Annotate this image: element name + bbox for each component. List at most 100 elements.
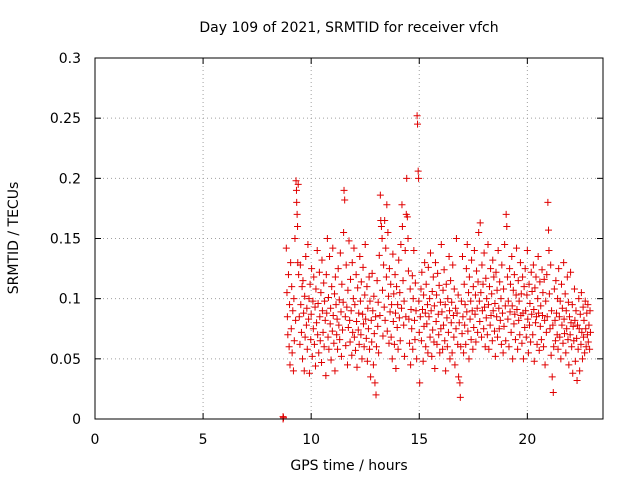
data-point xyxy=(361,291,369,299)
data-point xyxy=(310,340,318,348)
data-point xyxy=(346,316,354,324)
data-point xyxy=(312,285,320,293)
data-point xyxy=(374,322,382,330)
data-point xyxy=(355,340,363,348)
data-point xyxy=(297,301,305,309)
data-point xyxy=(437,241,445,249)
grid xyxy=(95,58,603,419)
data-point xyxy=(460,280,468,288)
data-point xyxy=(382,273,390,281)
data-point xyxy=(390,340,398,348)
data-point xyxy=(370,330,378,338)
data-point xyxy=(284,331,292,339)
data-point xyxy=(541,361,549,369)
data-point xyxy=(326,320,334,328)
data-point xyxy=(464,327,472,335)
data-point xyxy=(361,241,369,249)
data-point xyxy=(527,268,535,276)
data-point xyxy=(550,285,558,293)
data-point xyxy=(511,310,519,318)
data-point xyxy=(347,275,355,283)
data-point xyxy=(386,308,394,316)
data-point xyxy=(470,324,478,332)
data-point xyxy=(283,313,291,321)
data-point xyxy=(376,312,384,320)
data-point xyxy=(364,304,372,312)
data-point xyxy=(419,357,427,365)
data-point xyxy=(553,309,561,317)
y-tick-label: 0 xyxy=(72,412,81,428)
data-point xyxy=(582,325,590,333)
data-point xyxy=(408,272,416,280)
data-point xyxy=(396,289,404,297)
data-point xyxy=(467,297,475,305)
data-point xyxy=(443,314,451,322)
data-point xyxy=(292,177,300,185)
data-point xyxy=(321,316,329,324)
data-point xyxy=(307,310,315,318)
data-point xyxy=(516,331,524,339)
data-point xyxy=(445,253,453,261)
data-point xyxy=(564,336,572,344)
data-point xyxy=(287,259,295,267)
data-point xyxy=(421,259,429,267)
data-point xyxy=(555,313,563,321)
data-point xyxy=(563,325,571,333)
data-point xyxy=(341,313,349,321)
data-point xyxy=(474,278,482,286)
data-point xyxy=(349,295,357,303)
data-point xyxy=(543,313,551,321)
data-point xyxy=(339,298,347,306)
data-point xyxy=(514,345,522,353)
data-point xyxy=(311,362,319,370)
data-point xyxy=(416,313,424,321)
data-point xyxy=(422,343,430,351)
data-point xyxy=(492,268,500,276)
data-point xyxy=(460,349,468,357)
data-point xyxy=(501,302,509,310)
data-point xyxy=(545,290,553,298)
data-point xyxy=(337,352,345,360)
data-point xyxy=(428,352,436,360)
data-point xyxy=(486,283,494,291)
data-point xyxy=(517,290,525,298)
data-point xyxy=(490,273,498,281)
data-point xyxy=(357,278,365,286)
data-point xyxy=(452,235,460,242)
data-point xyxy=(482,274,490,282)
data-point xyxy=(545,226,553,234)
data-point xyxy=(540,275,548,283)
data-point xyxy=(426,333,434,341)
data-point xyxy=(334,345,342,353)
data-point xyxy=(301,292,309,300)
data-point xyxy=(387,280,395,288)
data-point xyxy=(503,222,511,230)
data-point xyxy=(481,303,489,311)
data-point xyxy=(525,280,533,288)
chart-title: Day 109 of 2021, SRMTID for receiver vfc… xyxy=(199,20,498,36)
data-point xyxy=(570,285,578,293)
data-point xyxy=(365,273,373,281)
data-point xyxy=(314,331,322,339)
y-tick-label: 0.3 xyxy=(59,51,81,67)
data-point xyxy=(356,253,364,261)
data-point xyxy=(368,269,376,277)
data-point xyxy=(526,321,534,329)
data-point xyxy=(549,389,557,397)
data-point xyxy=(286,361,294,369)
data-point xyxy=(299,355,307,363)
data-point xyxy=(358,355,366,363)
data-point xyxy=(580,333,588,341)
data-point xyxy=(431,259,439,267)
data-point xyxy=(291,235,299,242)
data-point xyxy=(282,244,290,252)
data-point xyxy=(548,373,556,381)
data-point xyxy=(456,379,464,387)
data-point xyxy=(310,273,318,281)
data-point xyxy=(299,277,307,285)
data-point xyxy=(491,299,499,307)
data-point xyxy=(297,328,305,336)
data-point xyxy=(401,247,409,255)
data-point xyxy=(468,307,476,315)
data-point xyxy=(579,303,587,311)
